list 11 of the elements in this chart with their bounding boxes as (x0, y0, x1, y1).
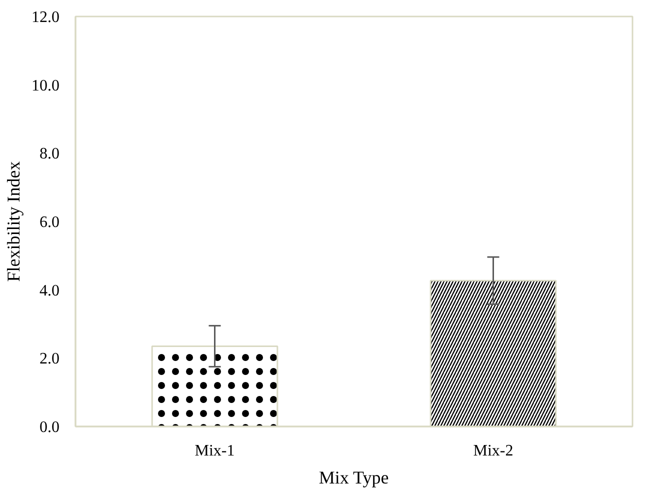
x-tick-label: Mix-2 (473, 442, 514, 460)
y-tick-label: 0.0 (40, 419, 60, 436)
y-tick-label: 6.0 (40, 214, 60, 231)
y-tick-label: 10.0 (32, 77, 60, 94)
y-tick-label: 12.0 (32, 9, 60, 26)
y-tick-label: 2.0 (40, 350, 60, 368)
y-axis-title: Flexibility Index (4, 161, 24, 282)
x-axis-title: Mix Type (318, 468, 389, 488)
y-tick-label: 4.0 (40, 282, 60, 300)
x-tick-label: Mix-1 (194, 442, 235, 460)
y-tick-label: 8.0 (40, 146, 60, 163)
